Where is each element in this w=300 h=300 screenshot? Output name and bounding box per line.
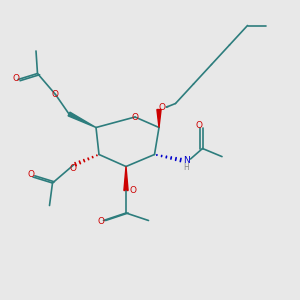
Text: O: O	[158, 103, 166, 112]
Text: H: H	[184, 163, 190, 172]
Text: O: O	[97, 218, 104, 226]
Text: O: O	[70, 164, 77, 173]
Text: O: O	[195, 121, 203, 130]
Text: O: O	[27, 169, 34, 178]
Text: O: O	[129, 186, 136, 195]
Polygon shape	[68, 112, 96, 128]
Text: N: N	[183, 156, 190, 165]
Polygon shape	[157, 110, 161, 128]
Polygon shape	[124, 167, 128, 191]
Text: O: O	[52, 90, 59, 99]
Text: O: O	[13, 74, 20, 82]
Text: O: O	[131, 112, 139, 122]
